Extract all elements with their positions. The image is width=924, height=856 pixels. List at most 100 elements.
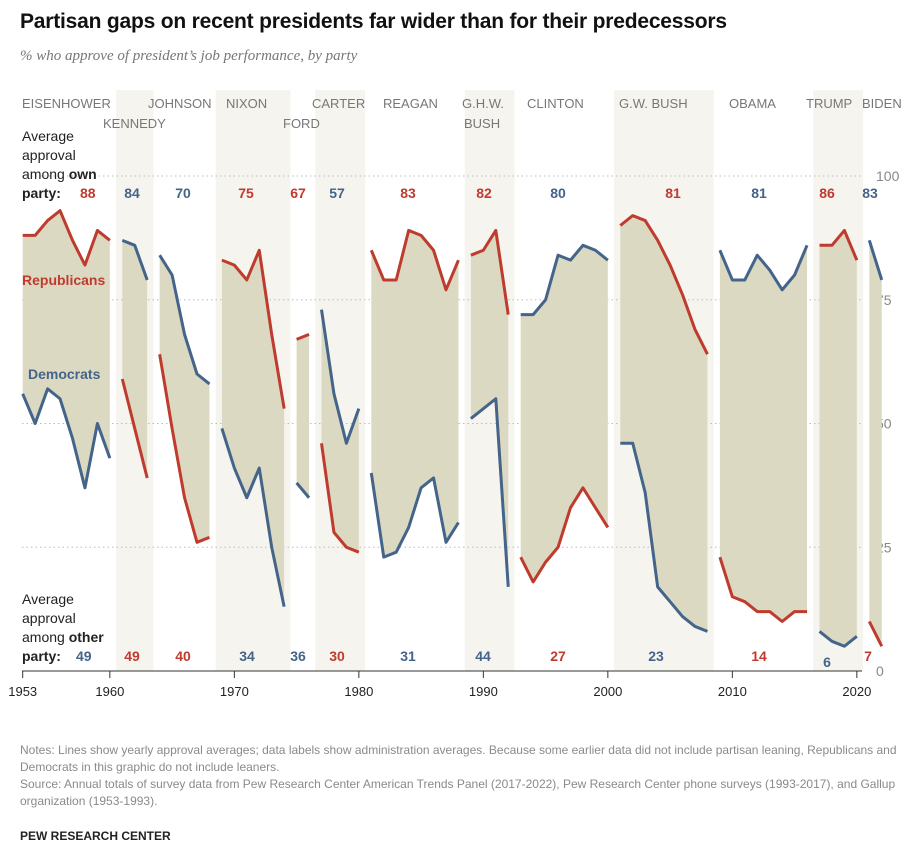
- republican-line: [22, 209, 111, 267]
- other-party-average: 49: [124, 648, 140, 664]
- own-party-average: 75: [238, 185, 254, 201]
- gap-fill: [371, 230, 459, 558]
- brand-logo-text: PEW RESEARCH CENTER: [20, 829, 171, 843]
- democrat-line: [369, 472, 460, 559]
- own-party-average: 82: [476, 185, 492, 201]
- annotations: Average approval among own party: Average app…: [22, 128, 105, 664]
- republican-line: [296, 333, 310, 341]
- democrat-line: [867, 239, 884, 281]
- x-tick-label: 1960: [95, 684, 124, 699]
- president-name: BIDEN: [862, 96, 902, 111]
- president-name: NIXON: [226, 96, 267, 111]
- democrat-line: [21, 387, 112, 490]
- x-tick-label: 2000: [593, 684, 622, 699]
- president-name: REAGAN: [383, 96, 438, 111]
- gap-fill: [22, 210, 110, 488]
- gap-fill: [321, 309, 359, 553]
- republican-line: [867, 620, 884, 647]
- president-name: EISENHOWER: [22, 96, 111, 111]
- republican-line: [158, 353, 211, 544]
- republican-line: [819, 228, 859, 261]
- other-party-average: 27: [550, 648, 566, 664]
- republican-line: [470, 228, 510, 315]
- own-party-average: 83: [400, 185, 416, 201]
- own-party-average: 88: [80, 185, 96, 201]
- democrat-line: [520, 243, 609, 317]
- democrat-line: [620, 441, 709, 633]
- democrat-line: [469, 397, 510, 587]
- president-name: CLINTON: [527, 96, 584, 111]
- republican-line: [120, 378, 149, 479]
- president-labels: EISENHOWER 88 49 KENNEDY 84 49 JOHNSON 70 40 NIXO…: [22, 96, 902, 670]
- gap-fill: [221, 250, 285, 607]
- y-tick-label: 100: [876, 168, 900, 184]
- notes: Notes: Lines show yearly approval averag…: [20, 742, 910, 810]
- own-party-average: 86: [819, 185, 835, 201]
- gap-fills: [22, 210, 882, 647]
- republican-line: [718, 556, 808, 623]
- own-party-average: 84: [124, 185, 140, 201]
- notes-text: Notes: Lines show yearly approval averag…: [20, 743, 897, 774]
- republican-line: [221, 248, 286, 409]
- x-tick-label: 1970: [220, 684, 249, 699]
- chart-subtitle: % who approve of president’s job perform…: [20, 48, 358, 64]
- other-party-annotation: Average approval among other party:: [22, 591, 104, 664]
- president-name: KENNEDY: [103, 116, 166, 131]
- gap-fill: [296, 334, 310, 498]
- gap-fill: [122, 240, 148, 478]
- own-party-average: 81: [665, 185, 681, 201]
- president-name: TRUMP: [806, 96, 852, 111]
- other-party-average: 44: [475, 648, 491, 664]
- democrat-line: [818, 630, 858, 648]
- other-party-average: 49: [76, 648, 92, 664]
- republicans-label: Republicans: [22, 272, 105, 288]
- gap-fill: [869, 240, 882, 647]
- other-party-average: 6: [823, 654, 831, 670]
- other-party-average: 40: [175, 648, 191, 664]
- president-name: JOHNSON: [148, 96, 212, 111]
- president-name: G.W. BUSH: [619, 96, 688, 111]
- gap-fill: [819, 230, 857, 647]
- other-party-average: 34: [239, 648, 255, 664]
- own-party-average: 67: [290, 185, 306, 201]
- source-text: Source: Annual totals of survey data fro…: [20, 777, 896, 808]
- other-party-average: 30: [329, 648, 345, 664]
- republican-line: [619, 214, 709, 355]
- series-lines: [21, 209, 884, 648]
- x-tick-label: 2020: [842, 684, 871, 699]
- republican-line: [320, 443, 360, 554]
- x-tick-label: 1980: [344, 684, 373, 699]
- own-party-average: 57: [329, 185, 345, 201]
- president-name-line2: BUSH: [464, 116, 500, 131]
- gap-fill: [620, 215, 708, 632]
- democrat-line: [320, 309, 361, 445]
- own-party-average: 70: [175, 185, 191, 201]
- president-name: FORD: [283, 116, 320, 131]
- democrats-label: Democrats: [28, 366, 101, 382]
- own-party-annotation: Average approval among own party:: [22, 128, 97, 201]
- democrat-line: [158, 254, 211, 386]
- democrat-line: [121, 238, 149, 281]
- democrat-line: [220, 428, 286, 607]
- republican-line: [519, 486, 610, 584]
- republican-line: [369, 228, 460, 292]
- president-name: G.H.W.: [462, 96, 504, 111]
- other-party-average: 23: [648, 648, 664, 664]
- own-party-average: 81: [751, 185, 767, 201]
- president-name: CARTER: [312, 96, 365, 111]
- other-party-average: 14: [751, 648, 767, 664]
- x-tick-label: 2010: [718, 684, 747, 699]
- democrat-line: [295, 481, 311, 499]
- y-tick-label: 0: [876, 663, 884, 679]
- x-axis: 1953 1960 1970 1980 1990 2000 2010 2020: [8, 670, 871, 699]
- gap-fill: [520, 245, 608, 582]
- own-party-average: 80: [550, 185, 566, 201]
- democrat-line: [718, 244, 809, 292]
- gap-fill: [159, 255, 210, 543]
- gap-fill: [719, 245, 808, 622]
- x-tick-label: 1953: [8, 684, 37, 699]
- president-name: OBAMA: [729, 96, 776, 111]
- own-party-average: 83: [862, 185, 878, 201]
- other-party-average: 36: [290, 648, 306, 664]
